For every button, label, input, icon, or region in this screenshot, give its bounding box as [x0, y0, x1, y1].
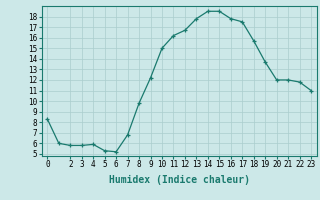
X-axis label: Humidex (Indice chaleur): Humidex (Indice chaleur): [109, 175, 250, 185]
